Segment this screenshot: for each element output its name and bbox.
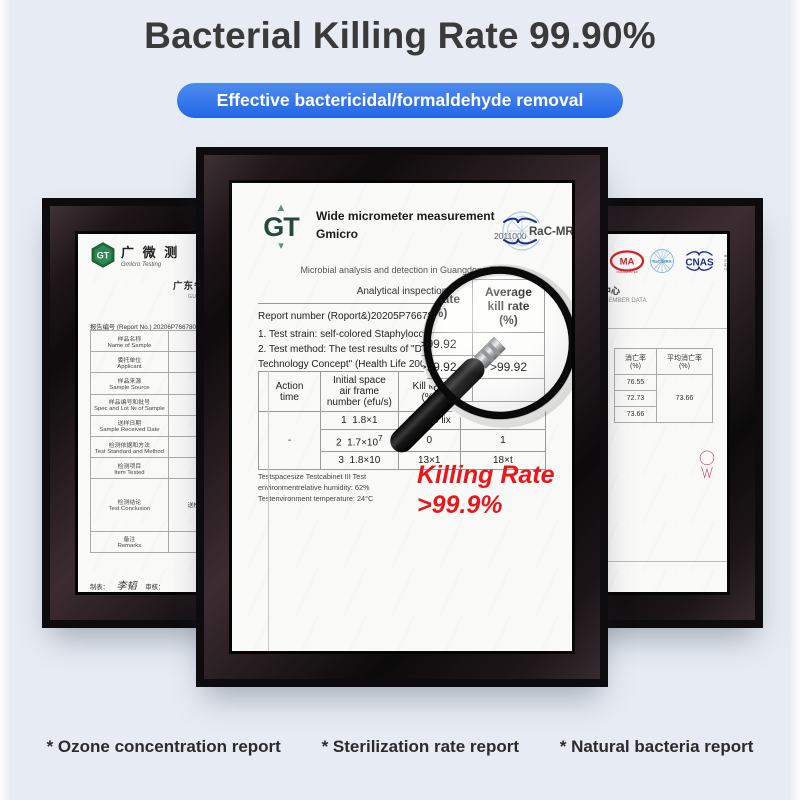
svg-text:RaC-MRA CNA: RaC-MRA CNA [529, 226, 572, 238]
svg-text:GT: GT [97, 250, 110, 260]
svg-text:TESTING: TESTING [724, 268, 727, 272]
svg-text:MA: MA [620, 257, 635, 268]
svg-text:CMA-REGISTER: CMA-REGISTER [616, 270, 637, 274]
svg-text:RaC-MRA: RaC-MRA [652, 259, 671, 264]
svg-text:中国合格: 中国合格 [724, 253, 727, 258]
svg-text:2016 5.J: 2016 5.J [724, 259, 727, 263]
svg-text:实验室: 实验室 [724, 262, 727, 267]
